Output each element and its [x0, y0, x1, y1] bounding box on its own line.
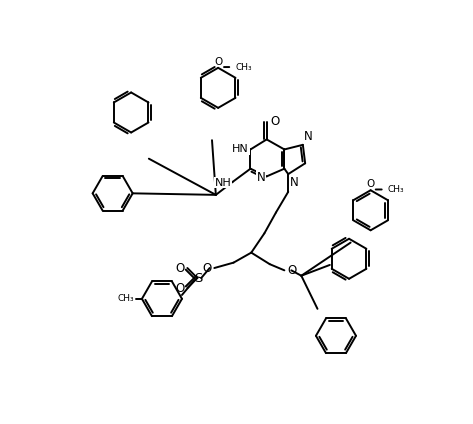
- Text: NH: NH: [214, 178, 231, 187]
- Text: N: N: [290, 176, 298, 189]
- Text: N: N: [256, 170, 265, 184]
- Text: O: O: [176, 262, 185, 274]
- Text: O: O: [203, 262, 212, 274]
- Text: HN: HN: [232, 145, 249, 154]
- Text: N: N: [304, 129, 312, 142]
- Text: CH₃: CH₃: [387, 185, 404, 194]
- Text: O: O: [367, 179, 375, 190]
- Text: O: O: [214, 57, 222, 67]
- Text: O: O: [288, 264, 297, 277]
- Text: O: O: [271, 115, 280, 128]
- Text: S: S: [194, 271, 202, 285]
- Text: O: O: [176, 282, 185, 295]
- Text: CH₃: CH₃: [235, 63, 252, 72]
- Text: CH₃: CH₃: [118, 294, 134, 303]
